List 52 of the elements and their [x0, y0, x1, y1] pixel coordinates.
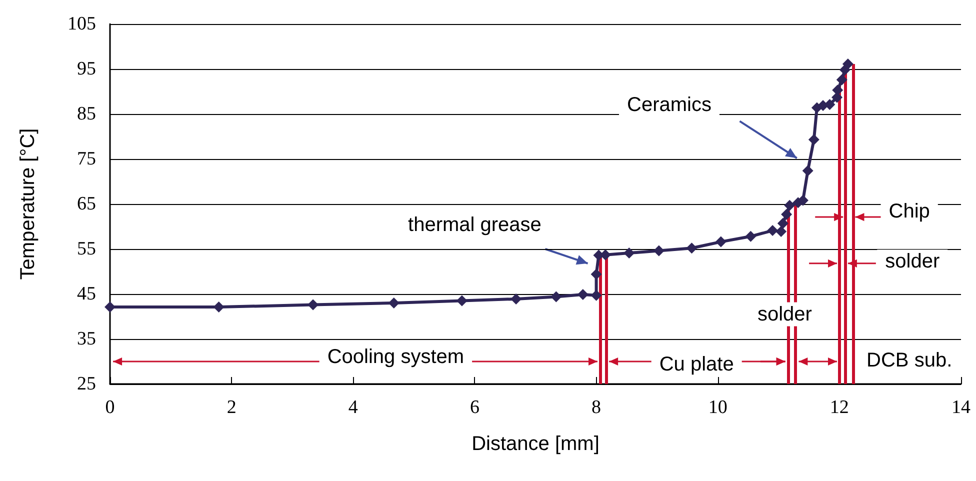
point [590, 268, 602, 280]
annotation: Chip [888, 200, 930, 223]
y-tick-label: 35 [77, 328, 96, 350]
annotation: thermal grease [408, 214, 542, 236]
annotation: Cu plate [659, 354, 734, 376]
point [456, 295, 468, 306]
y-tick-label: 85 [77, 104, 96, 124]
x-tick-label: 10 [708, 397, 728, 418]
annotation: Ceramics [627, 94, 712, 116]
point [577, 288, 588, 300]
y-tick-label: 65 [77, 194, 96, 214]
y-axis-title: Temperature [°C] [17, 128, 39, 280]
x-tick-label: 0 [105, 397, 115, 418]
x-tick-label: 12 [830, 397, 849, 418]
point [510, 293, 522, 304]
y-tick-label: 55 [77, 238, 96, 260]
y-tick-label: 75 [77, 148, 96, 170]
point [590, 290, 602, 301]
point [745, 230, 756, 242]
point [802, 165, 814, 176]
y-tick-label: 105 [68, 14, 96, 34]
point [781, 208, 792, 220]
annotation: Cooling system [327, 346, 464, 368]
annotation: solder [885, 250, 940, 273]
point [388, 298, 400, 308]
x-tick-label: 14 [952, 397, 971, 418]
x-tick-label: 6 [470, 397, 480, 418]
point [767, 225, 778, 236]
point [550, 291, 562, 302]
annotation: DCB sub. [866, 350, 952, 372]
point [104, 302, 116, 313]
point [777, 218, 788, 229]
point [213, 302, 224, 313]
point [824, 99, 836, 110]
point [808, 134, 820, 146]
x-tick-label: 4 [348, 397, 358, 418]
y-tick-label: 95 [77, 58, 96, 80]
y-tick-label: 45 [77, 284, 96, 304]
point [653, 245, 664, 256]
point [686, 242, 698, 254]
point [624, 248, 635, 259]
point [715, 236, 726, 248]
x-tick-label: 2 [226, 397, 236, 418]
point [784, 200, 796, 211]
x-axis-title: Distance [mm] [472, 433, 600, 455]
x-tick-label: 8 [592, 397, 602, 418]
point [836, 74, 848, 86]
point [776, 226, 787, 237]
point [842, 58, 854, 70]
annotation: solder [757, 303, 812, 326]
point [308, 299, 319, 310]
y-tick-label: 25 [77, 374, 96, 394]
